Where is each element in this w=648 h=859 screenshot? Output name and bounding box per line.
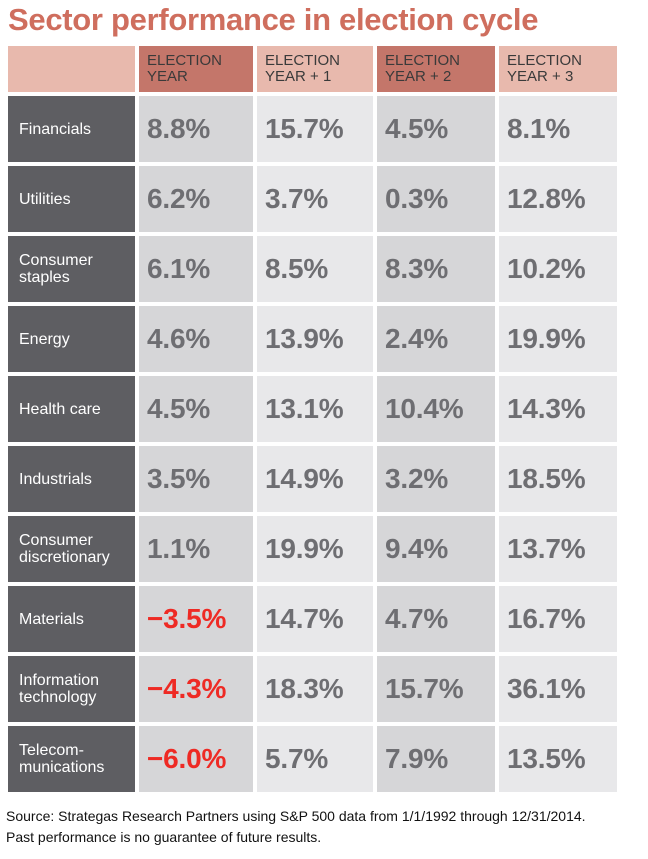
data-cell: 19.9%: [257, 516, 373, 582]
data-cell: 13.1%: [257, 376, 373, 442]
data-cell: 14.3%: [499, 376, 617, 442]
data-cell: 1.1%: [139, 516, 253, 582]
row-label-text: Utilities: [19, 191, 71, 208]
row-label-text: Materials: [19, 611, 84, 628]
chart-title: Sector performance in election cycle: [8, 2, 539, 37]
data-cell: 10.2%: [499, 236, 617, 302]
row-label-line: Industrials: [19, 470, 92, 488]
header-corner: [8, 46, 135, 92]
column-header-line: ELECTION: [265, 52, 341, 69]
data-cell: 18.3%: [257, 656, 373, 722]
row-label-line: Financials: [19, 120, 92, 138]
column-header-line: YEAR + 1: [265, 68, 332, 85]
row-label-text: Health care: [19, 401, 101, 418]
row-label: Materials: [8, 586, 135, 652]
row-label-line: Telecom-: [19, 742, 84, 759]
column-header-line: ELECTION: [507, 52, 583, 69]
data-cell: 7.9%: [377, 726, 495, 792]
data-cell: 14.9%: [257, 446, 373, 512]
row-label-line: Consumer: [19, 252, 93, 269]
data-cell: 36.1%: [499, 656, 617, 722]
data-cell: 16.7%: [499, 586, 617, 652]
data-cell: 8.8%: [139, 96, 253, 162]
data-cell: 3.5%: [139, 446, 253, 512]
row-label: Consumer staples: [8, 236, 135, 302]
column-header-line: YEAR: [147, 68, 188, 85]
row-label-line: Utilities: [19, 190, 71, 208]
data-cell: 5.7%: [257, 726, 373, 792]
row-label-text: Telecom-munications: [19, 742, 104, 776]
data-cell: 8.5%: [257, 236, 373, 302]
data-cell: 8.1%: [499, 96, 617, 162]
row-label-line: Information: [19, 672, 100, 689]
column-header: ELECTION YEAR + 1: [257, 46, 373, 92]
data-cell: 4.6%: [139, 306, 253, 372]
data-cell: 2.4%: [377, 306, 495, 372]
data-cell: 4.5%: [377, 96, 495, 162]
data-cell: 4.7%: [377, 586, 495, 652]
row-label-text: Energy: [19, 331, 70, 348]
data-cell: 15.7%: [257, 96, 373, 162]
data-cell: 3.7%: [257, 166, 373, 232]
source-line: Source: Strategas Research Partners usin…: [6, 808, 586, 824]
row-label-line: Health care: [19, 400, 101, 418]
data-cell: −6.0%: [139, 726, 253, 792]
column-header-line: ELECTION: [147, 52, 223, 69]
column-header: ELECTION YEAR + 2: [377, 46, 495, 92]
row-label-text: Consumer discretionary: [19, 532, 110, 566]
data-cell: 4.5%: [139, 376, 253, 442]
data-cell: 13.7%: [499, 516, 617, 582]
row-label-line: Energy: [19, 330, 70, 348]
data-cell: 15.7%: [377, 656, 495, 722]
row-label-line: discretionary: [19, 549, 110, 566]
row-label: Health care: [8, 376, 135, 442]
row-label: Telecom-munications: [8, 726, 135, 792]
row-label: Industrials: [8, 446, 135, 512]
data-cell: 14.7%: [257, 586, 373, 652]
data-cell: 3.2%: [377, 446, 495, 512]
row-label-text: Consumer staples: [19, 252, 93, 286]
row-label: Financials: [8, 96, 135, 162]
data-cell: 13.5%: [499, 726, 617, 792]
sector-performance-table: ELECTION YEAR ELECTION YEAR + 1 ELECTION YEAR…: [8, 46, 617, 792]
data-cell: 13.9%: [257, 306, 373, 372]
row-label-line: technology: [19, 689, 97, 706]
row-label: Energy: [8, 306, 135, 372]
column-header-line: YEAR + 3: [507, 68, 574, 85]
column-header: ELECTION YEAR + 3: [499, 46, 617, 92]
data-cell: 10.4%: [377, 376, 495, 442]
data-cell: −3.5%: [139, 586, 253, 652]
column-header-line: ELECTION: [385, 52, 461, 69]
row-label: Utilities: [8, 166, 135, 232]
data-cell: 18.5%: [499, 446, 617, 512]
row-label-line: munications: [19, 759, 105, 776]
row-label: Information technology: [8, 656, 135, 722]
data-cell: 19.9%: [499, 306, 617, 372]
source-note: Source: Strategas Research Partners usin…: [6, 806, 646, 848]
row-label-line: Materials: [19, 610, 84, 628]
row-label-text: Information technology: [19, 672, 99, 706]
data-cell: 6.2%: [139, 166, 253, 232]
data-cell: 6.1%: [139, 236, 253, 302]
column-header-line: YEAR + 2: [385, 68, 452, 85]
row-label-line: staples: [19, 269, 70, 286]
row-label-line: Consumer: [19, 532, 93, 549]
data-cell: 9.4%: [377, 516, 495, 582]
row-label-text: Financials: [19, 121, 91, 138]
data-cell: 8.3%: [377, 236, 495, 302]
column-header: ELECTION YEAR: [139, 46, 253, 92]
data-cell: 12.8%: [499, 166, 617, 232]
row-label-text: Industrials: [19, 471, 92, 488]
disclaimer-line: Past performance is no guarantee of futu…: [6, 829, 322, 845]
row-label: Consumer discretionary: [8, 516, 135, 582]
data-cell: 0.3%: [377, 166, 495, 232]
data-cell: −4.3%: [139, 656, 253, 722]
